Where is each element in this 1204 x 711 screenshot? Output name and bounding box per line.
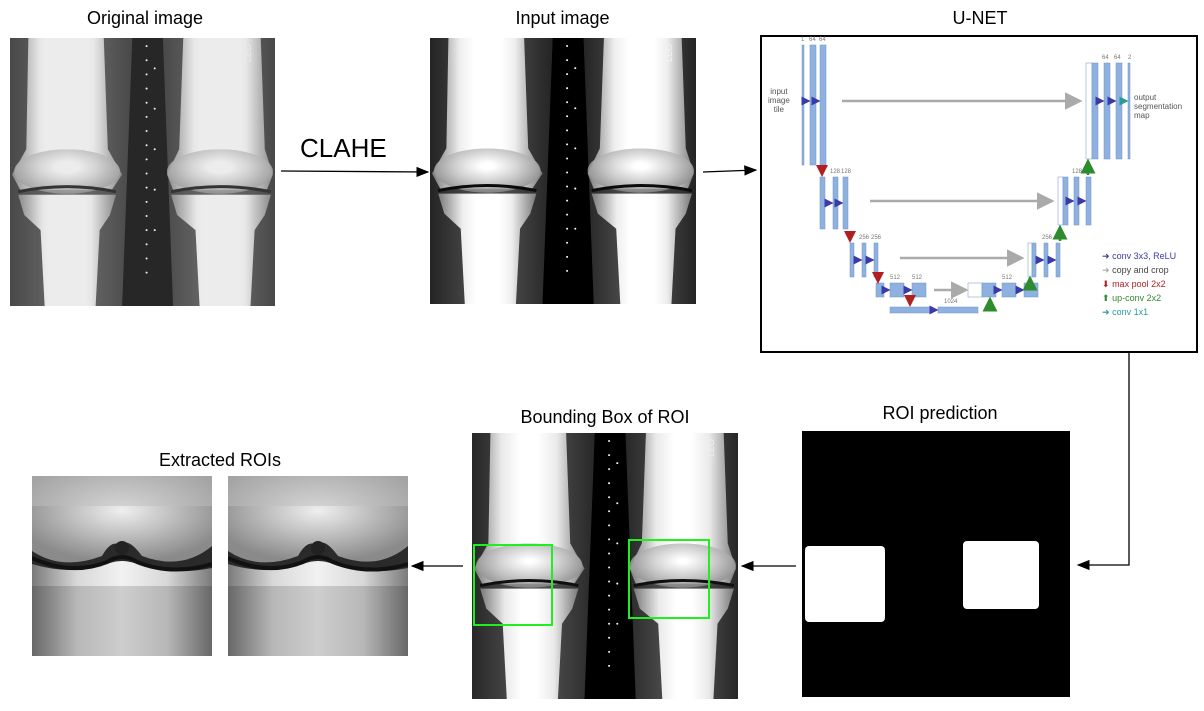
bbox-title: Bounding Box of ROI	[520, 407, 690, 427]
legend-copy-crop: ➜ copy and crop	[1102, 265, 1169, 275]
channel-label: 128	[830, 169, 841, 175]
unet-block	[1115, 62, 1123, 160]
conv1x1-arrow-icon: ➜	[1102, 307, 1110, 317]
channel-label: 1	[801, 37, 805, 43]
unet-output-label: output segmentation map	[1134, 93, 1183, 120]
arrow-clahe	[280, 166, 430, 178]
clahe-label: CLAHE	[300, 133, 387, 163]
channel-label: 2	[1128, 55, 1132, 61]
legend-conv: ➜ conv 3x3, ReLU	[1102, 251, 1177, 261]
channel-label: 1024	[944, 299, 958, 305]
channel-label: 64	[1114, 55, 1121, 61]
unet-block	[1127, 62, 1131, 160]
channel-label: 512	[912, 275, 923, 281]
channel-label: 64	[809, 37, 816, 43]
bbox-xray-image: LEO	[472, 433, 738, 699]
legend-up-conv: ⬆ up-conv 2x2	[1102, 293, 1162, 303]
roi-bounding-box-left	[473, 544, 553, 626]
channel-label: 256	[871, 235, 882, 241]
pool-arrow-icon: ⬇	[1102, 279, 1110, 289]
unet-diagram: input image tile output segmentation map 1 6…	[760, 35, 1198, 353]
conv-arrow-icon: ➜	[1102, 251, 1110, 261]
arrow-to-unet	[702, 165, 758, 176]
roi-prediction-mask	[802, 431, 1070, 697]
channel-label: 128	[1072, 169, 1083, 175]
channel-label: 64	[1102, 55, 1109, 61]
mask-region-right	[963, 541, 1039, 609]
unet-input-label: input image tile	[768, 87, 790, 114]
channel-label: 128	[841, 169, 852, 175]
legend-max-pool: ⬇ max pool 2x2	[1102, 279, 1166, 289]
channel-label: 512	[890, 275, 901, 281]
roi-bounding-box-right	[628, 539, 710, 619]
channel-label: 256	[1042, 235, 1053, 241]
unet-block	[1103, 62, 1111, 160]
channel-label: 256	[859, 235, 870, 241]
input-image-title: Input image	[515, 8, 610, 28]
copy-arrow-icon: ➜	[1102, 265, 1110, 275]
channel-label: 64	[819, 37, 826, 43]
unet-title: U-NET	[952, 8, 1008, 28]
upconv-arrow-icon: ⬆	[1102, 293, 1110, 303]
extracted-rois-title: Extracted ROIs	[158, 450, 282, 470]
legend-conv1x1: ➜ conv 1x1	[1102, 307, 1149, 317]
mask-region-left	[805, 546, 885, 622]
channel-label: 512	[1002, 275, 1013, 281]
arrow-to-prediction	[1076, 353, 1130, 571]
original-image-title: Original image	[86, 8, 204, 28]
roi-prediction-title: ROI prediction	[882, 403, 998, 423]
